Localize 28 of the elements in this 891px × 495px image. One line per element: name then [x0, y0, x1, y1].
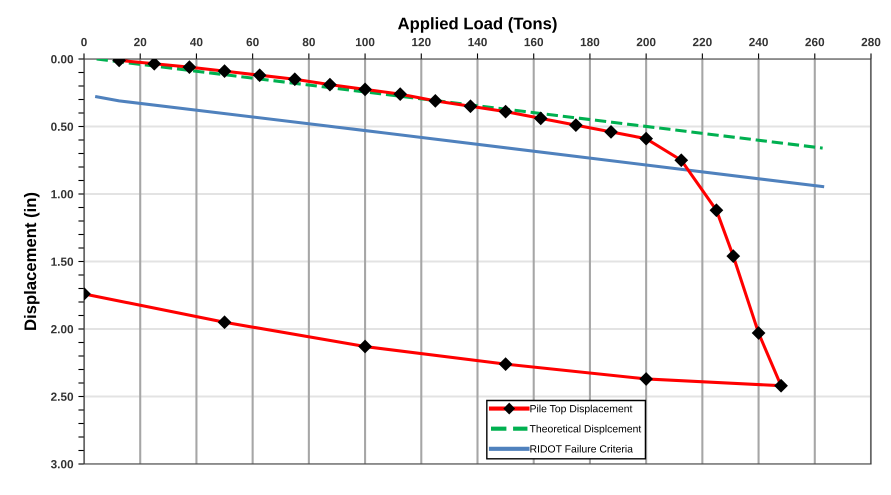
legend-label: Pile Top Displacement [530, 404, 632, 414]
x-tick-label: 140 [468, 38, 487, 46]
x-tick-label: 280 [862, 38, 880, 46]
y-tick-label: 1.50 [51, 258, 74, 266]
y-tick-label: 0.00 [51, 55, 74, 64]
x-tick-label: 60 [246, 38, 259, 46]
x-tick-label: 20 [134, 38, 146, 46]
x-tick-label: 40 [190, 38, 203, 46]
legend-label: RIDOT Failure Criteria [530, 444, 633, 453]
x-tick-label: 160 [524, 38, 544, 46]
x-tick-label: 240 [749, 38, 768, 46]
y-tick-label: 2.50 [51, 392, 74, 401]
y-tick-label: 1.00 [51, 190, 74, 198]
y-axis-title: Displacement (in) [24, 192, 40, 330]
x-tick-label: 80 [302, 38, 315, 46]
y-tick-label: 0.50 [51, 122, 74, 131]
x-tick-label: 100 [356, 38, 374, 46]
x-tick-label: 260 [805, 38, 824, 46]
line-series [95, 95, 824, 188]
x-tick-label: 200 [636, 38, 656, 46]
x-tick-label: 120 [412, 38, 431, 46]
legend-label: Theoretical Displcement [530, 424, 642, 434]
y-tick-label: 3.00 [50, 460, 74, 468]
x-tick-label: 180 [580, 38, 600, 46]
x-tick-label: 0 [81, 38, 87, 46]
x-axis-title: Applied Load (Tons) [398, 17, 557, 33]
y-tick-label: 2.00 [51, 325, 74, 334]
x-tick-label: 220 [692, 38, 712, 46]
